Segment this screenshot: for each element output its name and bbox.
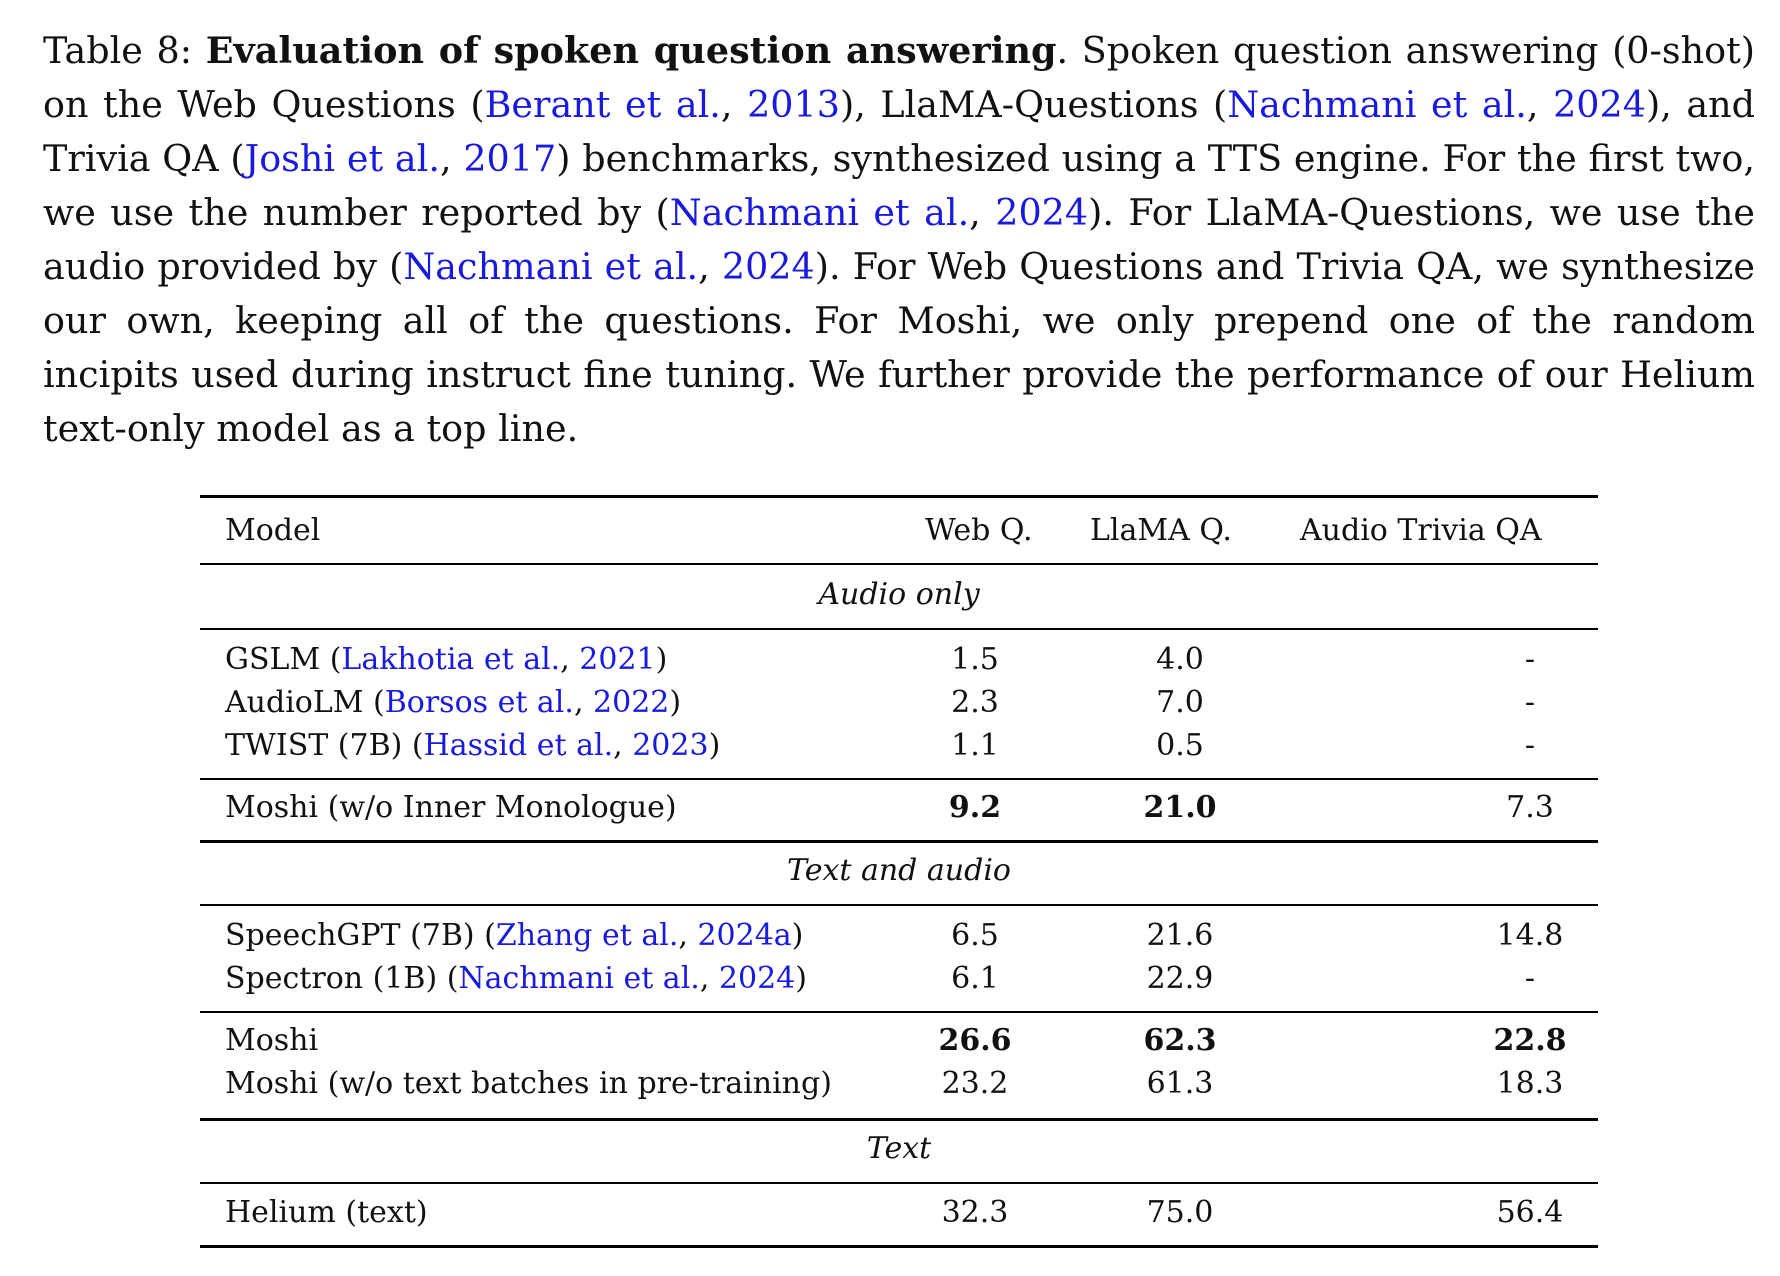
citation-link[interactable]: Zhang et al.	[495, 918, 679, 953]
citation-link[interactable]: Nachmani et al.	[669, 191, 970, 234]
llamaq-cell: 4.0	[1156, 642, 1204, 677]
citation-year-link[interactable]: 2024	[1553, 83, 1646, 126]
citation-link[interactable]: Nachmani et al.	[1227, 83, 1527, 126]
model-cell: Moshi	[225, 1023, 319, 1058]
citation-year-link[interactable]: 2013	[747, 83, 840, 126]
model-cell: Moshi (w/o text batches in pre-training)	[225, 1066, 832, 1101]
model-cell: Helium (text)	[225, 1195, 428, 1230]
webq-cell: 1.5	[951, 642, 999, 677]
webq-cell: 26.6	[938, 1023, 1012, 1058]
trivia-cell: -	[1524, 685, 1536, 720]
citation-link[interactable]: Joshi et al.	[244, 137, 440, 180]
citation-year-link[interactable]: 2021	[579, 642, 656, 677]
citation-link[interactable]: Hassid et al.	[423, 728, 614, 763]
table-caption: Table 8: Evaluation of spoken question a…	[43, 29, 1756, 450]
section-audio-only: Audio only	[818, 577, 980, 612]
webq-cell: 32.3	[941, 1195, 1009, 1230]
caption-title: Evaluation of spoken question answering	[205, 29, 1057, 72]
caption-text: ). For Web Questions and Trivia QA, we s…	[43, 245, 1755, 450]
header-rule	[200, 563, 1598, 565]
group-rule	[200, 778, 1598, 780]
group-rule	[200, 1011, 1598, 1013]
trivia-cell: -	[1524, 728, 1536, 763]
section-text: Text	[866, 1131, 932, 1166]
group-rule	[200, 840, 1598, 843]
webq-cell: 23.2	[941, 1066, 1009, 1101]
caption-text: ). For LlaMA-Questions, we use the audio…	[43, 191, 1755, 288]
caption-label: Table 8:	[43, 29, 193, 72]
section-rule	[200, 628, 1598, 630]
llamaq-cell: 21.0	[1143, 790, 1217, 825]
trivia-cell: 22.8	[1493, 1023, 1567, 1058]
model-cell: AudioLM (Borsos et al., 2022)	[225, 685, 682, 720]
trivia-cell: -	[1524, 961, 1536, 996]
citation-link[interactable]: Borsos et al.	[384, 685, 574, 720]
citation-year-link[interactable]: 2024	[721, 245, 815, 288]
webq-cell: 6.1	[951, 961, 999, 996]
trivia-cell: -	[1524, 642, 1536, 677]
caption-text: ) benchmarks, synthesized using a TTS en…	[43, 137, 1755, 234]
citation-year-link[interactable]: 2024	[718, 961, 796, 996]
top-rule	[200, 495, 1598, 498]
caption-text: ), and Trivia QA (	[43, 83, 1756, 180]
webq-cell: 1.1	[951, 728, 999, 763]
group-rule	[200, 1118, 1598, 1121]
model-cell: TWIST (7B) (Hassid et al., 2023)	[225, 728, 721, 763]
citation-year-link[interactable]: 2023	[632, 728, 709, 763]
trivia-cell: 18.3	[1496, 1066, 1564, 1101]
header-webq: Web Q.	[925, 513, 1033, 548]
citation-year-link[interactable]: 2022	[593, 685, 670, 720]
model-cell: SpeechGPT (7B) (Zhang et al., 2024a)	[225, 918, 804, 953]
caption-text: ), LlaMA-Questions (	[839, 83, 1228, 126]
trivia-cell: 14.8	[1496, 918, 1564, 953]
llamaq-cell: 7.0	[1156, 685, 1204, 720]
webq-cell: 2.3	[951, 685, 999, 720]
webq-cell: 9.2	[948, 790, 1002, 825]
header-trivia: Audio Trivia QA	[1300, 513, 1542, 548]
bottom-rule	[200, 1245, 1598, 1248]
citation-link[interactable]: Nachmani et al.	[403, 245, 699, 288]
section-rule	[200, 904, 1598, 906]
llamaq-cell: 21.6	[1146, 918, 1214, 953]
trivia-cell: 7.3	[1506, 790, 1554, 825]
model-cell: Spectron (1B) (Nachmani et al., 2024)	[225, 961, 807, 996]
llamaq-cell: 61.3	[1146, 1066, 1214, 1101]
header-model: Model	[225, 513, 321, 548]
citation-year-link[interactable]: 2017	[463, 137, 557, 180]
caption-text: . Spoken question answering (0-shot) on …	[43, 29, 1755, 126]
llamaq-cell: 75.0	[1146, 1195, 1214, 1230]
citation-link[interactable]: Lakhotia et al.	[341, 642, 561, 677]
section-rule	[200, 1182, 1598, 1184]
llamaq-cell: 22.9	[1146, 961, 1214, 996]
model-cell: Moshi (w/o Inner Monologue)	[225, 790, 677, 825]
model-cell: GSLM (Lakhotia et al., 2021)	[225, 642, 668, 677]
section-text-and-audio: Text and audio	[787, 853, 1011, 888]
trivia-cell: 56.4	[1496, 1195, 1564, 1230]
webq-cell: 6.5	[951, 918, 999, 953]
citation-link[interactable]: Berant et al.	[484, 83, 721, 126]
llamaq-cell: 62.3	[1143, 1023, 1217, 1058]
llamaq-cell: 0.5	[1156, 728, 1204, 763]
citation-link[interactable]: Nachmani et al.	[458, 961, 700, 996]
header-llamaq: LlaMA Q.	[1090, 513, 1232, 548]
citation-year-link[interactable]: 2024a	[697, 918, 792, 953]
citation-year-link[interactable]: 2024	[995, 191, 1089, 234]
